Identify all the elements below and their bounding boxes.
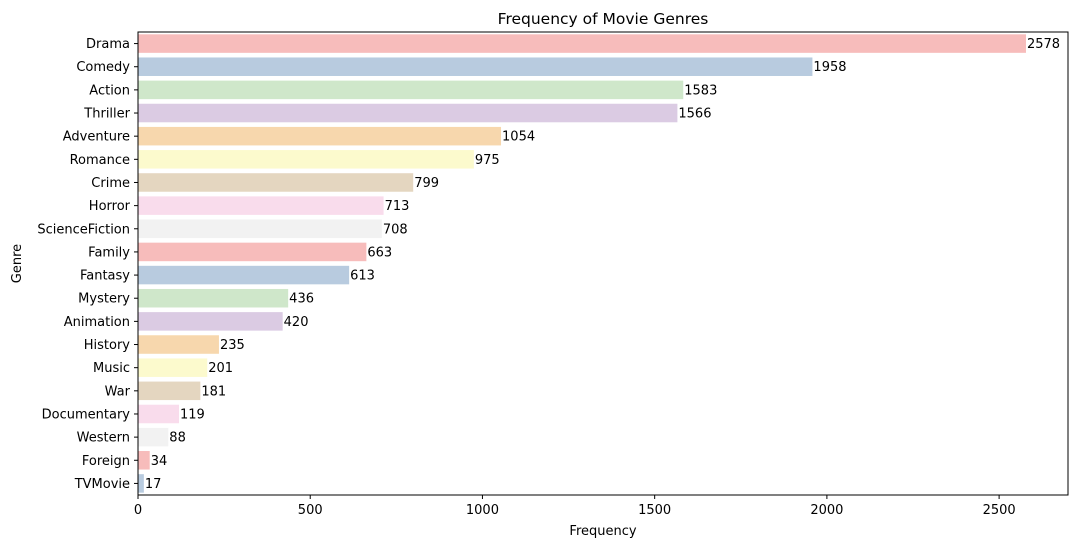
y-tick-label: Music <box>93 361 130 376</box>
y-tick-label: Horror <box>89 199 131 214</box>
x-tick-label: 0 <box>134 503 142 518</box>
bar-romance <box>138 150 474 169</box>
bar-value-label: 1054 <box>502 130 535 145</box>
y-tick-label: Drama <box>86 37 130 52</box>
y-tick-label: Foreign <box>82 454 130 469</box>
bar-value-label: 119 <box>180 407 205 422</box>
bar-adventure <box>138 126 502 146</box>
x-axis-ticks: 0 500 1000 1500 2000 2500 <box>134 495 1016 518</box>
bar-value-label: 88 <box>169 431 186 446</box>
bar-fantasy <box>138 265 350 285</box>
bar-value-label: 1583 <box>684 83 717 98</box>
bar-value-label: 201 <box>208 361 233 376</box>
y-tick-label: TVMovie <box>74 477 130 492</box>
bar-foreign <box>138 451 150 470</box>
y-tick-label: Comedy <box>76 60 130 75</box>
bar-tvmovie <box>138 474 144 493</box>
bar-value-label: 17 <box>145 477 162 492</box>
bar-value-label: 799 <box>414 176 439 191</box>
bar-horror <box>138 196 384 215</box>
bar-value-label: 235 <box>220 338 245 353</box>
bar-action <box>138 80 684 100</box>
bar-war <box>138 381 201 401</box>
y-tick-label: ScienceFiction <box>37 222 130 237</box>
bars-group <box>138 34 1026 493</box>
x-tick-label: 500 <box>298 503 323 518</box>
bar-value-label: 34 <box>151 454 168 469</box>
y-tick-label: Western <box>77 431 130 446</box>
bar-family <box>138 242 367 262</box>
bar-value-label: 708 <box>383 222 408 237</box>
x-tick-label: 2500 <box>983 503 1016 518</box>
bar-value-label: 613 <box>350 269 375 284</box>
y-tick-label: Thriller <box>83 107 130 122</box>
y-tick-label: Fantasy <box>80 269 130 284</box>
bar-sciencefiction <box>138 219 382 239</box>
bar-music <box>138 358 208 377</box>
y-axis-label: Genre <box>10 244 25 283</box>
bar-value-label: 436 <box>289 292 314 307</box>
x-tick-label: 2000 <box>810 503 843 518</box>
bar-value-label: 663 <box>367 245 392 260</box>
x-tick-label: 1500 <box>638 503 671 518</box>
plot-frame <box>137 31 1069 496</box>
y-tick-label: Romance <box>70 153 130 168</box>
bar-value-label: 975 <box>475 153 500 168</box>
bar-documentary <box>138 404 179 424</box>
bar-comedy <box>138 57 813 76</box>
bar-value-label: 713 <box>385 199 410 214</box>
y-tick-label: War <box>105 384 131 399</box>
x-axis-label: Frequency <box>569 524 636 539</box>
y-tick-label: Action <box>89 83 130 98</box>
bar-value-label: 1958 <box>813 60 846 75</box>
y-tick-label: Animation <box>64 315 130 330</box>
bar-crime <box>138 173 414 192</box>
y-tick-label: Family <box>88 245 130 260</box>
bar-value-label: 420 <box>284 315 309 330</box>
bar-value-label: 181 <box>201 384 226 399</box>
y-tick-label: Adventure <box>63 130 130 145</box>
x-tick-label: 1000 <box>466 503 499 518</box>
bar-animation <box>138 312 283 331</box>
bar-thriller <box>138 103 678 123</box>
bar-value-label: 1566 <box>678 107 711 122</box>
bar-drama <box>138 34 1026 53</box>
chart-title: Frequency of Movie Genres <box>498 10 709 28</box>
y-axis-ticks: Drama Comedy Action Thriller Adventure Romanc… <box>37 37 138 492</box>
y-tick-label: Crime <box>91 176 130 191</box>
y-tick-label: Documentary <box>42 407 131 422</box>
bar-mystery <box>138 288 289 308</box>
y-tick-label: History <box>84 338 131 353</box>
y-tick-label: Mystery <box>78 292 130 307</box>
bar-value-label: 2578 <box>1027 37 1060 52</box>
bar-history <box>138 335 219 354</box>
bar-western <box>138 427 169 447</box>
